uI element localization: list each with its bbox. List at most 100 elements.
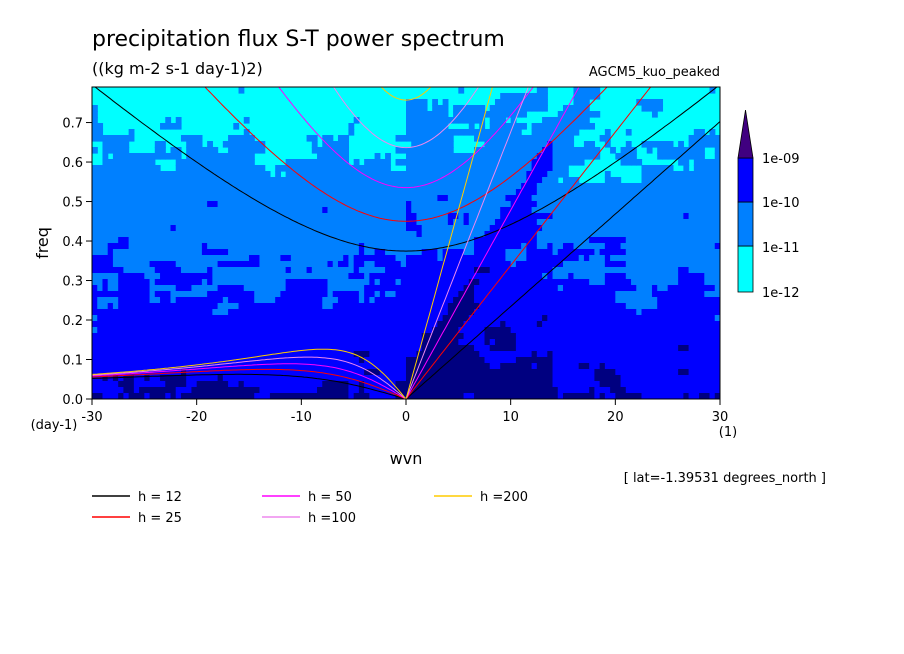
- heatmap-cell: [301, 231, 308, 238]
- heatmap-cell: [112, 327, 119, 334]
- heatmap-cell: [421, 231, 428, 238]
- heatmap-cell: [212, 243, 219, 250]
- heatmap-cell: [385, 351, 391, 358]
- heatmap-cell: [646, 255, 653, 262]
- heatmap-cell: [699, 357, 705, 364]
- heatmap-cell: [521, 315, 527, 322]
- heatmap-cell: [207, 219, 213, 226]
- heatmap-cell: [494, 327, 501, 334]
- heatmap-cell: [453, 255, 459, 262]
- heatmap-cell: [646, 357, 653, 364]
- heatmap-cell: [186, 345, 193, 352]
- heatmap-cell: [714, 243, 720, 250]
- heatmap-cell: [280, 315, 287, 322]
- heatmap-cell: [547, 207, 554, 214]
- heatmap-cell: [379, 165, 386, 172]
- heatmap-cell: [463, 381, 470, 388]
- heatmap-cell: [259, 255, 266, 262]
- heatmap-cell: [332, 351, 339, 358]
- heatmap-cell: [92, 297, 98, 304]
- heatmap-cell: [494, 153, 501, 160]
- heatmap-cell: [672, 381, 679, 388]
- heatmap-cell: [683, 261, 690, 268]
- heatmap-cell: [604, 297, 611, 304]
- heatmap-cell: [657, 189, 664, 196]
- heatmap-cell: [385, 285, 391, 292]
- heatmap-cell: [432, 285, 438, 292]
- heatmap-cell: [573, 117, 580, 124]
- heatmap-cell: [118, 261, 124, 268]
- heatmap-cell: [233, 279, 240, 286]
- heatmap-cell: [301, 309, 308, 316]
- heatmap-cell: [699, 249, 705, 256]
- heatmap-cell: [526, 189, 533, 196]
- heatmap-cell: [364, 333, 370, 340]
- heatmap-cell: [264, 321, 271, 328]
- heatmap-cell: [667, 309, 674, 316]
- heatmap-cell: [583, 249, 590, 256]
- heatmap-cell: [489, 207, 496, 214]
- heatmap-cell: [358, 219, 365, 226]
- heatmap-cell: [228, 267, 234, 274]
- heatmap-cell: [374, 159, 381, 166]
- heatmap-cell: [275, 237, 281, 244]
- heatmap-cell: [233, 285, 240, 292]
- heatmap-cell: [123, 291, 130, 298]
- heatmap-cell: [714, 339, 720, 346]
- heatmap-cell: [290, 375, 297, 382]
- heatmap-cell: [458, 375, 465, 382]
- heatmap-cell: [337, 279, 344, 286]
- heatmap-cell: [112, 273, 119, 280]
- heatmap-cell: [337, 255, 344, 262]
- heatmap-cell: [411, 111, 418, 118]
- heatmap-cell: [500, 321, 507, 328]
- heatmap-cell: [118, 291, 124, 298]
- heatmap-cell: [657, 183, 664, 190]
- heatmap-cell: [646, 177, 653, 184]
- heatmap-cell: [693, 261, 700, 268]
- heatmap-cell: [275, 351, 281, 358]
- heatmap-cell: [112, 333, 119, 340]
- heatmap-cell: [207, 153, 213, 160]
- heatmap-cell: [693, 375, 700, 382]
- heatmap-cell: [709, 279, 716, 286]
- heatmap-cell: [400, 315, 407, 322]
- heatmap-cell: [536, 123, 543, 130]
- heatmap-cell: [688, 231, 695, 238]
- heatmap-cell: [521, 213, 527, 220]
- heatmap-cell: [631, 351, 637, 358]
- heatmap-cell: [280, 237, 287, 244]
- heatmap-cell: [604, 195, 611, 202]
- heatmap-cell: [165, 255, 172, 262]
- heatmap-cell: [515, 165, 522, 172]
- heatmap-cell: [479, 303, 486, 310]
- heatmap-cell: [667, 231, 674, 238]
- heatmap-cell: [432, 147, 438, 154]
- heatmap-cell: [594, 201, 601, 208]
- heatmap-cell: [144, 315, 151, 322]
- heatmap-cell: [447, 261, 454, 268]
- heatmap-cell: [154, 279, 161, 286]
- heatmap-cell: [254, 207, 261, 214]
- heatmap-cell: [112, 291, 119, 298]
- heatmap-cell: [170, 267, 177, 274]
- heatmap-cell: [651, 99, 658, 106]
- heatmap-cell: [667, 171, 674, 178]
- heatmap-cell: [411, 261, 418, 268]
- heatmap-cell: [641, 273, 648, 280]
- heatmap-cell: [332, 249, 339, 256]
- heatmap-cell: [123, 297, 130, 304]
- heatmap-cell: [688, 369, 695, 376]
- heatmap-cell: [186, 351, 193, 358]
- heatmap-cell: [175, 255, 182, 262]
- heatmap-cell: [364, 297, 370, 304]
- heatmap-cell: [254, 219, 261, 226]
- heatmap-cell: [269, 183, 276, 190]
- heatmap-cell: [170, 123, 177, 130]
- heatmap-cell: [400, 189, 407, 196]
- heatmap-cell: [175, 351, 182, 358]
- heatmap-cell: [515, 321, 522, 328]
- heatmap-cell: [631, 183, 637, 190]
- heatmap-cell: [573, 243, 580, 250]
- heatmap-cell: [604, 357, 611, 364]
